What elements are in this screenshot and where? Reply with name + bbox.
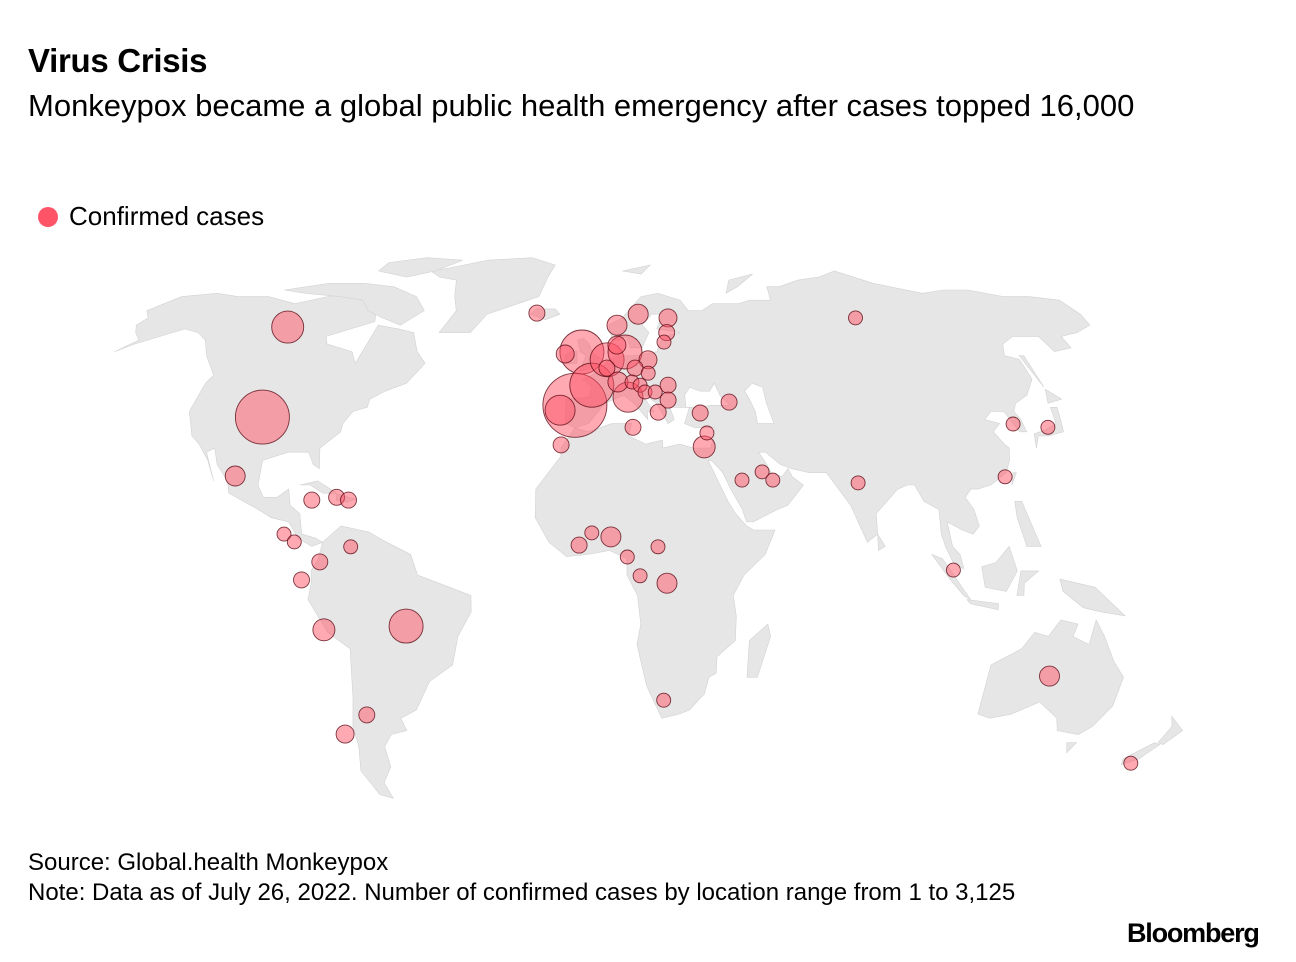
case-bubble: [997, 469, 1013, 485]
landmass-greenland: [430, 257, 556, 333]
case-bubble: [659, 391, 677, 409]
case-bubble: [626, 359, 644, 377]
case-bubble: [619, 549, 635, 565]
landmass-sulawesi: [1016, 570, 1040, 596]
case-bubble: [340, 491, 357, 509]
inland-water-layer: [684, 382, 775, 424]
source-note: Source: Global.health Monkeypox: [28, 849, 389, 876]
case-bubble: [303, 491, 321, 509]
case-bubble: [640, 365, 656, 381]
case-bubble: [544, 394, 576, 426]
chart-subtitle: Monkeypox became a global public health …: [28, 88, 1135, 123]
case-bubble: [606, 314, 628, 336]
case-bubble: [691, 404, 709, 422]
case-bubble: [388, 608, 424, 644]
case-bubble: [293, 571, 310, 589]
caspian-sea: [744, 382, 775, 424]
case-bubble: [720, 393, 738, 411]
case-bubble: [358, 706, 376, 724]
case-bubble: [271, 310, 305, 344]
legend-dot-icon: [38, 206, 58, 227]
case-bubble: [627, 303, 649, 325]
case-bubble: [945, 562, 961, 578]
case-bubble: [335, 724, 355, 744]
landmass-sakhalin: [1018, 355, 1045, 388]
landmass-svalbard: [622, 264, 652, 275]
case-bubble: [754, 464, 770, 480]
case-bubble: [658, 308, 678, 328]
case-bubble: [649, 403, 667, 421]
world-map: [114, 257, 1184, 799]
case-bubble: [632, 568, 648, 584]
case-bubble: [650, 539, 666, 555]
landmass-tasmania: [1066, 742, 1078, 754]
case-bubble: [1039, 665, 1060, 687]
case-bubble: [598, 359, 616, 377]
case-bubble: [1005, 416, 1021, 432]
case-bubble: [570, 536, 588, 554]
landmass-new-guinea: [1059, 578, 1127, 617]
case-bubble: [528, 304, 546, 322]
legend-label: Confirmed cases: [69, 201, 265, 231]
case-bubble: [1040, 419, 1056, 435]
case-bubble: [276, 526, 292, 542]
case-bubble: [552, 436, 570, 454]
case-bubble: [555, 344, 575, 364]
landmass-arctic-archipelago: [284, 283, 425, 326]
case-bubble: [286, 534, 302, 550]
case-bubble: [584, 525, 600, 541]
case-bubble: [312, 618, 336, 642]
legend: Confirmed cases: [38, 201, 264, 232]
landmass-sri-lanka: [877, 532, 886, 551]
bloomberg-logo: Bloomberg: [1127, 918, 1260, 948]
bubble-layer: [224, 303, 1139, 771]
case-bubble: [647, 384, 663, 400]
case-bubble: [311, 553, 329, 571]
case-bubble: [656, 572, 678, 594]
black-sea: [684, 382, 731, 408]
landmass-madagascar: [746, 623, 772, 678]
case-bubble: [600, 526, 622, 548]
case-bubble: [624, 418, 642, 436]
landmass-taiwan: [1011, 472, 1017, 486]
land-layer: [114, 257, 1184, 799]
landmass-philippines: [1014, 501, 1042, 547]
landmass-south-america: [307, 525, 472, 799]
chart-title: Virus Crisis: [28, 42, 208, 79]
case-bubble: [850, 475, 866, 491]
landmass-borneo: [981, 545, 1018, 592]
case-bubble: [234, 389, 290, 445]
landmass-new-zealand-north: [1157, 715, 1184, 746]
case-bubble: [699, 425, 715, 441]
case-bubble: [656, 334, 672, 350]
case-bubble: [734, 472, 750, 488]
case-bubble: [1123, 755, 1139, 771]
case-bubble: [224, 465, 246, 487]
case-bubble: [848, 310, 863, 326]
case-bubble: [765, 472, 781, 488]
landmass-ellesmere: [377, 257, 463, 278]
landmass-java: [966, 599, 999, 611]
data-note: Note: Data as of July 26, 2022. Number o…: [28, 879, 1016, 906]
footer: Source: Global.health Monkeypox Note: Da…: [28, 848, 1058, 908]
case-bubble: [343, 539, 359, 555]
landmass-hokkaido: [1044, 388, 1063, 404]
case-bubble: [656, 692, 672, 708]
case-bubble: [607, 335, 627, 355]
landmass-novaya-zemlya: [725, 273, 753, 294]
